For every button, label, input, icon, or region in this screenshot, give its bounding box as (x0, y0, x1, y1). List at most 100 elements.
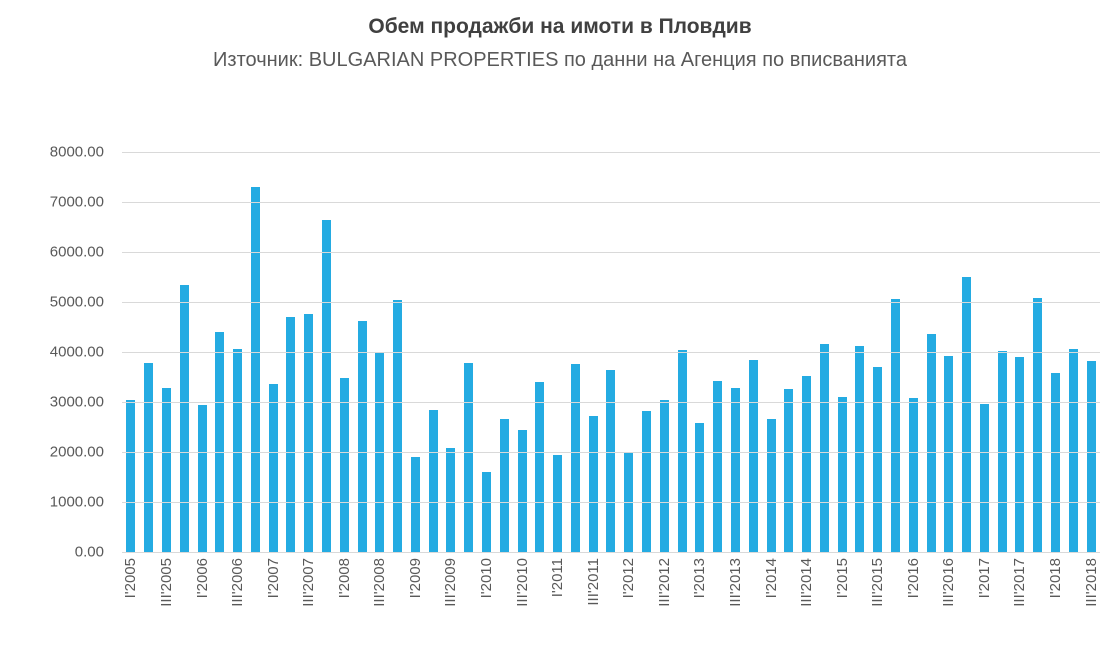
x-tick-slot: III'2014 (798, 558, 816, 658)
bar (144, 363, 154, 552)
bar (855, 345, 865, 552)
x-tick-label: III'2016 (940, 558, 958, 607)
bar (1015, 356, 1025, 552)
x-tick-label: I'2009 (406, 558, 424, 599)
x-tick-label: I'2011 (549, 558, 567, 598)
bar-slot (175, 152, 193, 552)
x-tick-slot (175, 558, 193, 658)
x-tick-slot (246, 558, 264, 658)
bar (161, 388, 171, 552)
x-tick-slot: III'2007 (300, 558, 318, 658)
bar-slot (229, 152, 247, 552)
x-tick-slot: III'2008 (371, 558, 389, 658)
x-axis: I'2005 III'2005 I'2006 III'2006 I'2007 III'20… (122, 558, 1100, 658)
bar (197, 404, 207, 552)
bar (979, 403, 989, 552)
y-tick-label: 5000.00 (49, 293, 104, 311)
bar-slot (887, 152, 905, 552)
x-tick-label: III'2018 (1082, 558, 1100, 607)
x-tick-slot (887, 558, 905, 658)
bar (268, 383, 278, 552)
bar (588, 415, 598, 552)
x-tick-slot: I'2009 (407, 558, 425, 658)
bar-slot (993, 152, 1011, 552)
x-tick-label: III'2014 (798, 558, 816, 607)
bar-slot (620, 152, 638, 552)
x-tick-slot: I'2005 (122, 558, 140, 658)
gridline (122, 452, 1100, 453)
bar (748, 359, 758, 552)
bar-slot (246, 152, 264, 552)
bar-slot (958, 152, 976, 552)
bar-slot (158, 152, 176, 552)
bar-slot (1047, 152, 1065, 552)
plot-wrap: 0.00 1000.00 2000.00 3000.00 4000.00 5000.00 6… (0, 144, 1120, 561)
bar-slot (442, 152, 460, 552)
bar (695, 423, 705, 552)
x-tick-slot (318, 558, 336, 658)
y-tick-label: 0.00 (74, 543, 104, 561)
bar (339, 378, 349, 552)
x-tick-slot (958, 558, 976, 658)
bar-slot (638, 152, 656, 552)
bar (908, 398, 918, 552)
x-tick-slot: III'2006 (229, 558, 247, 658)
bar (997, 351, 1007, 552)
x-tick-slot (1064, 558, 1082, 658)
bar-slot (655, 152, 673, 552)
x-tick-label: I'2016 (904, 558, 922, 599)
x-tick-label: I'2007 (264, 558, 282, 599)
bar-slot (495, 152, 513, 552)
bar-slot (122, 152, 140, 552)
bar (730, 387, 740, 552)
gridline (122, 202, 1100, 203)
bar (410, 457, 420, 552)
bar (553, 454, 563, 552)
bar-slot (460, 152, 478, 552)
bar (784, 389, 794, 552)
x-tick-slot: III'2018 (1082, 558, 1100, 658)
bar (446, 448, 456, 552)
bar-slot (300, 152, 318, 552)
bar-slot (869, 152, 887, 552)
bar (766, 419, 776, 552)
x-tick-label: I'2012 (620, 558, 638, 599)
bar (624, 451, 634, 552)
bar-slot (140, 152, 158, 552)
x-tick-slot: I'2018 (1047, 558, 1065, 658)
bar (286, 317, 296, 552)
bar (179, 284, 189, 552)
bar-slot (851, 152, 869, 552)
bar (1068, 348, 1078, 552)
x-tick-slot: III'2017 (1011, 558, 1029, 658)
bar-slot (318, 152, 336, 552)
bar-slot (904, 152, 922, 552)
bar-slot (922, 152, 940, 552)
x-tick-slot: I'2013 (691, 558, 709, 658)
y-tick-label: 2000.00 (49, 443, 104, 461)
bar-slot (282, 152, 300, 552)
x-tick-slot: III'2005 (158, 558, 176, 658)
x-tick-slot: I'2017 (976, 558, 994, 658)
x-tick-label: III'2008 (371, 558, 389, 607)
x-tick-slot (531, 558, 549, 658)
bar-slot (976, 152, 994, 552)
bar (570, 364, 580, 552)
plot-area (122, 152, 1100, 553)
x-tick-slot (282, 558, 300, 658)
bar-slot (833, 152, 851, 552)
chart-subtitle: Източник: BULGARIAN PROPERTIES по данни … (213, 49, 907, 71)
gridline (122, 302, 1100, 303)
x-tick-slot (424, 558, 442, 658)
bar-slot (567, 152, 585, 552)
x-tick-slot: I'2012 (620, 558, 638, 658)
bar-slot (584, 152, 602, 552)
bar (357, 321, 367, 552)
x-tick-slot (851, 558, 869, 658)
bar-slot (407, 152, 425, 552)
bar (677, 350, 687, 552)
gridline (122, 552, 1100, 553)
bar (819, 343, 829, 552)
x-tick-slot: III'2016 (940, 558, 958, 658)
x-tick-label: III'2010 (513, 558, 531, 607)
